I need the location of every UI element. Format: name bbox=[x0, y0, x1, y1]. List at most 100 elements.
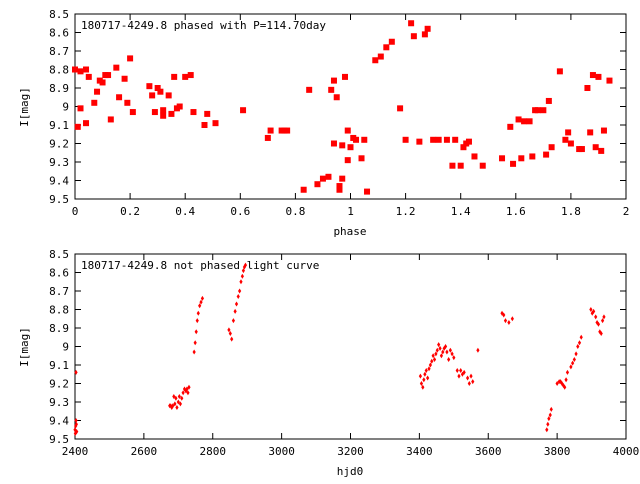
data-point bbox=[499, 155, 506, 162]
data-point bbox=[606, 77, 613, 84]
data-point bbox=[336, 183, 343, 190]
data-point bbox=[467, 381, 471, 386]
data-point bbox=[194, 329, 198, 335]
data-point bbox=[441, 349, 445, 355]
data-point bbox=[83, 66, 90, 73]
data-point bbox=[569, 364, 573, 370]
data-point bbox=[561, 382, 565, 388]
data-point bbox=[339, 142, 346, 149]
data-point bbox=[549, 406, 553, 412]
data-point bbox=[149, 92, 156, 99]
y-tick-label: 8.7 bbox=[49, 285, 69, 298]
phased-x-axis-label: phase bbox=[333, 225, 366, 238]
data-point bbox=[364, 188, 371, 195]
data-point bbox=[173, 401, 177, 407]
data-point bbox=[74, 123, 81, 130]
data-point bbox=[234, 301, 239, 307]
unphased-panel: 180717-4249.8 not phased light curve hjd… bbox=[18, 248, 639, 478]
x-tick-label: 3600 bbox=[475, 445, 502, 458]
data-point bbox=[74, 421, 78, 427]
data-point bbox=[448, 347, 452, 353]
x-tick-label: 1.6 bbox=[506, 205, 526, 218]
data-point bbox=[240, 107, 247, 114]
data-point bbox=[598, 147, 605, 154]
data-point bbox=[430, 136, 437, 143]
y-tick-label: 8.6 bbox=[49, 27, 69, 40]
data-point bbox=[560, 381, 564, 386]
data-point bbox=[408, 20, 415, 27]
unphased-x-axis-label: hjd0 bbox=[337, 465, 364, 478]
y-tick-label: 8.5 bbox=[49, 8, 69, 21]
y-tick-label: 9 bbox=[62, 341, 69, 354]
data-point bbox=[187, 384, 191, 390]
data-point bbox=[430, 358, 434, 364]
y-tick-label: 9.3 bbox=[49, 396, 69, 409]
data-point bbox=[421, 31, 428, 38]
data-point bbox=[579, 334, 583, 340]
data-point bbox=[571, 360, 575, 366]
data-point bbox=[402, 136, 409, 143]
data-point bbox=[502, 312, 506, 318]
data-point bbox=[590, 310, 594, 316]
data-point bbox=[452, 355, 456, 361]
x-tick-label: 2 bbox=[623, 205, 630, 218]
data-point bbox=[563, 384, 567, 390]
data-point bbox=[180, 395, 184, 401]
data-point bbox=[434, 351, 438, 357]
data-point bbox=[230, 336, 234, 342]
data-point bbox=[74, 423, 78, 429]
data-point bbox=[160, 107, 167, 114]
y-tick-label: 9.1 bbox=[49, 119, 69, 132]
data-point bbox=[157, 88, 164, 95]
data-point bbox=[333, 94, 340, 101]
data-point bbox=[435, 136, 442, 143]
data-point bbox=[372, 57, 379, 64]
y-tick-label: 8.9 bbox=[49, 82, 69, 95]
data-point bbox=[151, 109, 158, 116]
data-point bbox=[567, 140, 574, 147]
data-point bbox=[422, 377, 426, 383]
data-point bbox=[91, 99, 98, 106]
data-point bbox=[471, 153, 478, 160]
data-point bbox=[171, 73, 178, 80]
x-tick-label: 3400 bbox=[406, 445, 433, 458]
data-point bbox=[344, 127, 351, 134]
data-point bbox=[594, 314, 598, 320]
data-point bbox=[397, 105, 404, 112]
data-point bbox=[424, 368, 428, 374]
data-point bbox=[503, 318, 508, 324]
data-point bbox=[336, 186, 343, 193]
data-point bbox=[325, 173, 332, 180]
data-point bbox=[437, 342, 441, 348]
data-point bbox=[427, 366, 431, 372]
data-point bbox=[507, 123, 514, 130]
data-point bbox=[77, 105, 84, 112]
data-point bbox=[176, 399, 180, 405]
data-point bbox=[200, 295, 205, 301]
data-point bbox=[432, 356, 437, 362]
data-point bbox=[74, 369, 78, 375]
x-tick-label: 0.4 bbox=[175, 205, 195, 218]
data-point bbox=[174, 395, 178, 401]
x-tick-label: 4000 bbox=[613, 445, 640, 458]
data-point bbox=[99, 79, 106, 86]
data-point bbox=[596, 321, 601, 327]
y-tick-label: 9.1 bbox=[49, 359, 69, 372]
phased-y-axis-label: I[mag] bbox=[18, 87, 31, 127]
data-point bbox=[518, 155, 525, 162]
data-point bbox=[410, 33, 417, 40]
data-point bbox=[239, 279, 243, 285]
data-point bbox=[564, 377, 568, 383]
data-point bbox=[546, 421, 550, 427]
data-point bbox=[515, 116, 522, 123]
data-point bbox=[154, 85, 161, 91]
data-point bbox=[238, 288, 242, 294]
data-point bbox=[330, 77, 337, 84]
data-point bbox=[471, 379, 475, 385]
data-point bbox=[500, 310, 504, 316]
data-point bbox=[529, 153, 536, 160]
data-point bbox=[556, 68, 563, 75]
data-point bbox=[449, 162, 456, 169]
data-point bbox=[584, 85, 591, 91]
data-point bbox=[160, 112, 167, 119]
